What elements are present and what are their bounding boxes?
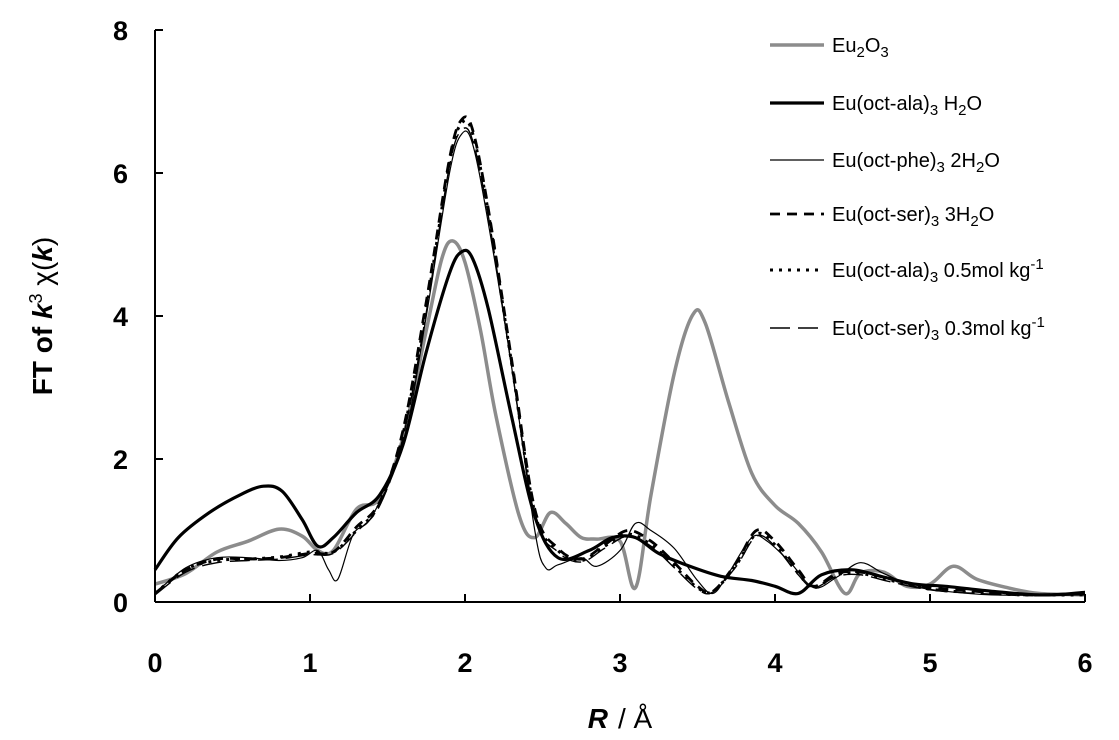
series-line-6 — [154, 127, 1086, 596]
y-axis-label-close: ) — [27, 237, 58, 246]
legend-label-part: O — [984, 150, 1000, 172]
legend-label-part: 3 — [937, 159, 945, 176]
legend-label-part: 0.3mol kg — [939, 318, 1031, 340]
axes — [154, 30, 1085, 603]
legend-label-part: 2H — [945, 150, 976, 172]
series-line-2 — [153, 248, 1086, 597]
legend-label-part: 0.5mol kg — [938, 260, 1030, 282]
legend-label-part: 3 — [930, 102, 938, 119]
legend-label-part: H — [938, 93, 958, 115]
legend-label-part: -1 — [1032, 314, 1045, 331]
legend-label: Eu(oct-ser)3 0.3mol kg-1 — [832, 314, 1045, 344]
legend-label-part: 2 — [970, 213, 978, 230]
legend-label-part: 2 — [856, 44, 864, 61]
x-tick-label: 4 — [767, 648, 782, 678]
x-tick-label: 1 — [302, 648, 317, 678]
x-tick-label: 6 — [1077, 648, 1092, 678]
legend-label-part: Eu(oct-ser) — [832, 204, 931, 226]
y-axis-label-k2: k — [27, 245, 58, 262]
legend-label-part: O — [967, 93, 983, 115]
legend-label-part: -1 — [1030, 256, 1043, 273]
y-tick-label: 6 — [113, 159, 128, 189]
legend-label-part: 3H — [939, 204, 970, 226]
legend-label-part: 3 — [931, 213, 939, 230]
legend-label: Eu(oct-phe)3 2H2O — [832, 150, 1000, 176]
x-axis-symbol: R — [588, 703, 609, 734]
series-line-1 — [154, 239, 1086, 597]
y-axis-label: FT of k3 χ(k) — [26, 237, 58, 396]
x-tick-label: 2 — [457, 648, 472, 678]
x-tick-label: 3 — [612, 648, 627, 678]
legend-label: Eu2O3 — [832, 35, 889, 61]
legend-label-part: 2 — [976, 159, 984, 176]
legend-label-part: Eu(oct-ala) — [832, 260, 930, 282]
y-tick-label: 2 — [113, 445, 128, 475]
legend-label: Eu(oct-ala)3 0.5mol kg-1 — [832, 256, 1044, 286]
x-tick-label: 5 — [922, 648, 937, 678]
legend-label-part: Eu — [832, 35, 856, 57]
x-axis-label: R / Å — [588, 703, 653, 734]
y-tick-label: 0 — [113, 588, 128, 618]
legend-label: Eu(oct-ser)3 3H2O — [832, 204, 994, 230]
x-tick-label: 0 — [147, 648, 162, 678]
series-line-3 — [154, 130, 1086, 596]
x-axis-unit: / Å — [618, 703, 653, 734]
legend-label-part: Eu(oct-ala) — [832, 93, 930, 115]
legend-label-part: 3 — [930, 269, 938, 286]
plot-lines — [153, 115, 1086, 597]
legend-label-part: 3 — [931, 327, 939, 344]
legend-label-part: Eu(oct-ser) — [832, 318, 931, 340]
series-line-5 — [154, 118, 1086, 597]
y-tick-label: 8 — [113, 16, 128, 46]
legend-label-part: Eu(oct-phe) — [832, 150, 937, 172]
y-axis-label-exp: 3 — [26, 293, 46, 303]
y-axis-label-chi: χ( — [27, 261, 58, 293]
y-tick-label: 4 — [113, 302, 128, 332]
y-axis-label-prefix: FT of — [27, 319, 58, 395]
legend-label-part: O — [979, 204, 995, 226]
legend-label-part: 2 — [958, 102, 966, 119]
legend-label: Eu(oct-ala)3 H2O — [832, 93, 982, 119]
series-line-4 — [154, 115, 1086, 597]
axis-labels: R / ÅFT of k3 χ(k) — [26, 237, 653, 734]
y-axis-label-k: k — [27, 302, 58, 319]
legend-label-part: O — [865, 35, 881, 57]
legend-label-part: 3 — [880, 44, 888, 61]
